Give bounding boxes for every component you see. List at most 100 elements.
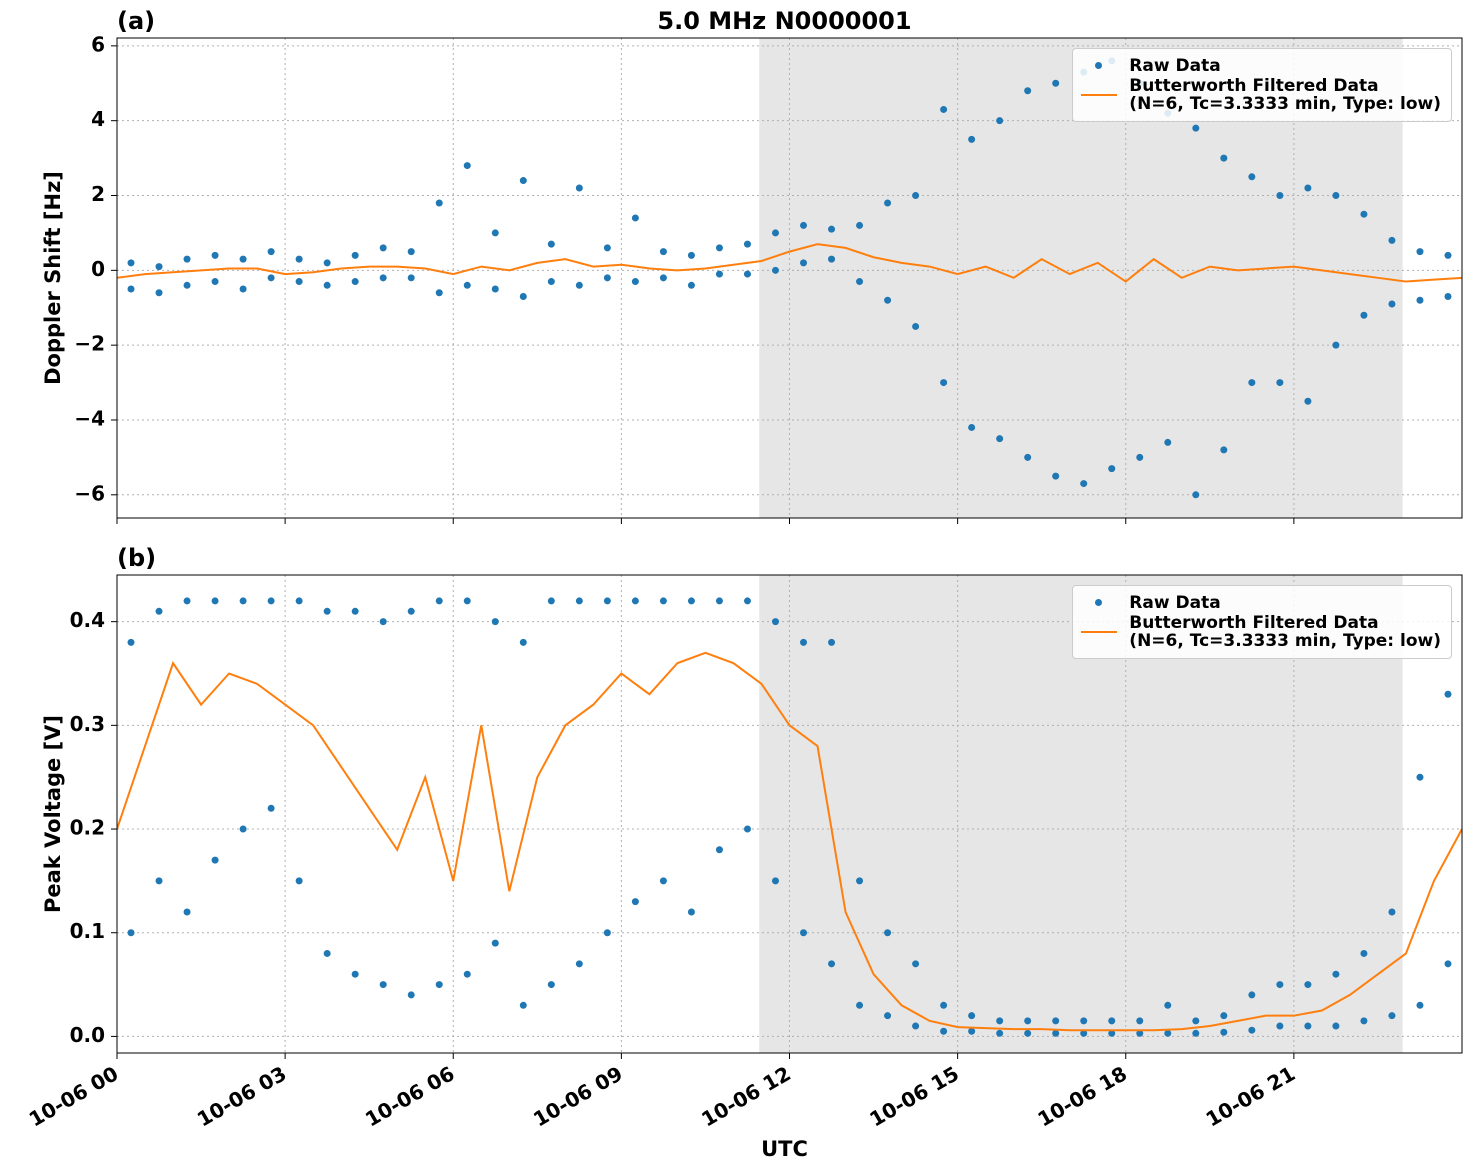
data-point <box>687 597 695 605</box>
data-point <box>856 1001 864 1009</box>
data-point <box>1276 981 1284 989</box>
data-point <box>884 199 892 207</box>
data-point <box>127 259 135 267</box>
data-point <box>1164 1029 1172 1037</box>
data-point <box>940 1001 948 1009</box>
data-point <box>1248 1026 1256 1034</box>
data-point <box>407 607 415 615</box>
y-axis-label: Peak Voltage [V] <box>41 715 65 913</box>
legend-swatch <box>1079 614 1119 633</box>
data-point <box>463 281 471 289</box>
data-point <box>715 846 723 854</box>
data-point <box>435 199 443 207</box>
data-point <box>267 274 275 282</box>
data-point <box>968 1027 976 1035</box>
data-point <box>1052 472 1060 480</box>
data-point <box>1052 79 1060 87</box>
data-point <box>351 970 359 978</box>
data-point <box>940 1027 948 1035</box>
x-tick-label: 10-06 12 <box>697 1061 795 1131</box>
y-tick-label: 6 <box>91 32 105 56</box>
data-point <box>1332 341 1340 349</box>
data-point <box>1444 960 1452 968</box>
data-point <box>884 296 892 304</box>
data-point <box>603 929 611 937</box>
legend-label: Raw Data <box>1129 56 1221 76</box>
data-point <box>575 597 583 605</box>
legend-label: Butterworth Filtered Data (N=6, Tc=3.333… <box>1129 76 1441 114</box>
data-point <box>379 618 387 626</box>
data-point <box>1136 1029 1144 1037</box>
data-point <box>351 278 359 286</box>
data-point <box>631 597 639 605</box>
data-point <box>1024 453 1032 461</box>
legend-marker <box>1095 62 1103 69</box>
data-point <box>856 877 864 885</box>
legend-marker <box>1081 94 1118 96</box>
data-point <box>155 289 163 297</box>
data-point <box>127 638 135 646</box>
data-point <box>1248 173 1256 181</box>
data-point <box>884 1012 892 1020</box>
data-point <box>800 221 808 229</box>
data-point <box>968 135 976 143</box>
x-tick-label: 10-06 21 <box>1202 1061 1300 1131</box>
data-point <box>1220 446 1228 454</box>
data-point <box>239 255 247 263</box>
y-tick-label: 2 <box>91 182 105 206</box>
data-point <box>1304 981 1312 989</box>
legend-entry: Raw Data <box>1079 57 1441 75</box>
data-point <box>996 1029 1004 1037</box>
data-point <box>547 981 555 989</box>
data-point <box>603 274 611 282</box>
data-point <box>155 877 163 885</box>
data-point <box>155 607 163 615</box>
data-point <box>1108 1017 1116 1025</box>
y-axis-label: Doppler Shift [Hz] <box>41 171 65 385</box>
data-point <box>631 278 639 286</box>
data-point <box>295 877 303 885</box>
data-point <box>1276 1022 1284 1030</box>
data-point <box>575 960 583 968</box>
x-axis-label: UTC <box>761 1137 808 1161</box>
data-point <box>603 597 611 605</box>
data-point <box>687 908 695 916</box>
data-point <box>267 804 275 812</box>
data-point <box>659 274 667 282</box>
data-point <box>828 638 836 646</box>
data-point <box>1332 1022 1340 1030</box>
data-point <box>828 960 836 968</box>
x-tick-label: 10-06 09 <box>529 1061 627 1131</box>
data-point <box>295 255 303 263</box>
data-point <box>1192 1017 1200 1025</box>
data-point <box>463 970 471 978</box>
data-point <box>323 281 331 289</box>
data-point <box>1136 453 1144 461</box>
data-point <box>211 251 219 259</box>
data-point <box>1024 87 1032 95</box>
data-point <box>463 597 471 605</box>
data-point <box>1444 690 1452 698</box>
data-point <box>1360 210 1368 218</box>
data-point <box>491 229 499 237</box>
legend-swatch <box>1079 57 1119 75</box>
data-point <box>800 259 808 267</box>
data-point <box>1220 1012 1228 1020</box>
data-point <box>659 597 667 605</box>
data-point <box>519 177 527 185</box>
data-point <box>912 1022 920 1030</box>
data-point <box>884 929 892 937</box>
data-point <box>323 607 331 615</box>
data-point <box>323 949 331 957</box>
legend-entry: Butterworth Filtered Data (N=6, Tc=3.333… <box>1079 77 1441 113</box>
data-point <box>575 281 583 289</box>
data-point <box>715 244 723 252</box>
data-point <box>211 278 219 286</box>
data-point <box>295 597 303 605</box>
data-point <box>435 981 443 989</box>
panel-label: (a) <box>117 7 155 35</box>
legend-entry: Butterworth Filtered Data (N=6, Tc=3.333… <box>1079 614 1441 650</box>
data-point <box>155 263 163 271</box>
y-tick-label: 0.1 <box>70 919 105 943</box>
